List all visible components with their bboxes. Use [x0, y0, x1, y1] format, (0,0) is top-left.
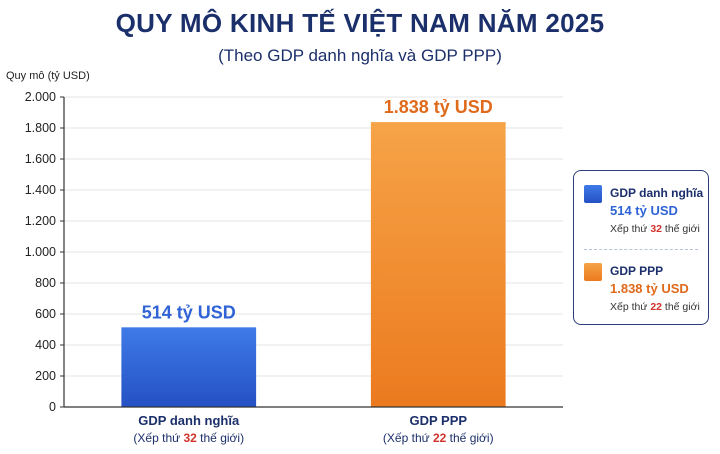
legend-rank: Xếp thứ 22 thế giới [610, 301, 700, 313]
legend-value: 514 tỷ USD [610, 203, 678, 218]
y-tick-label: 1.400 [25, 183, 56, 197]
y-tick-label: 200 [35, 369, 56, 383]
y-tick-label: 1.200 [25, 214, 56, 228]
bars [121, 122, 506, 408]
legend-rank: Xếp thứ 32 thế giới [610, 223, 700, 235]
legend-value: 1.838 tỷ USD [610, 281, 689, 296]
y-tick-label: 600 [35, 307, 56, 321]
legend-name: GDP PPP [610, 264, 664, 278]
y-tick-label: 1.000 [25, 245, 56, 259]
data-label: 514 tỷ USD [142, 302, 236, 322]
y-tick-label: 0 [49, 400, 56, 414]
legend-rank-number: 32 [650, 223, 662, 235]
legend-divider [584, 249, 698, 250]
legend-swatch-gdp-nominal [584, 185, 602, 203]
category-label: GDP danh nghĩa [138, 413, 240, 428]
legend: GDP danh nghĩa 514 tỷ USD Xếp thứ 32 thế… [573, 170, 709, 325]
y-tick-label: 2.000 [25, 90, 56, 104]
axes [63, 97, 563, 408]
legend-rank-number: 22 [650, 301, 662, 313]
chart-subtitle: (Theo GDP danh nghĩa và GDP PPP) [218, 46, 502, 65]
y-axis-label: Quy mô (tỷ USD) [6, 70, 90, 82]
chart-title: QUY MÔ KINH TẾ VIỆT NAM NĂM 2025 [115, 8, 605, 38]
data-label: 1.838 tỷ USD [384, 97, 493, 117]
category-sublabel: (Xếp thứ 22 thế giới) [383, 431, 494, 445]
category-label: GDP PPP [409, 413, 467, 428]
category-sublabel: (Xếp thứ 32 thế giới) [133, 431, 244, 445]
legend-name: GDP danh nghĩa [610, 186, 704, 200]
y-axis-ticks: 0 200 400 600 800 1.000 1.200 1.400 1.600 1.800 2.… [25, 90, 64, 414]
y-tick-label: 1.600 [25, 152, 56, 166]
bar-gdp-ppp [370, 122, 506, 408]
y-tick-label: 400 [35, 338, 56, 352]
category-labels: GDP danh nghĩa (Xếp thứ 32 thế giới) GDP P… [133, 413, 493, 445]
data-labels: 514 tỷ USD 1.838 tỷ USD [142, 97, 493, 322]
y-tick-label: 1.800 [25, 121, 56, 135]
legend-swatch-gdp-ppp [584, 263, 602, 281]
y-tick-label: 800 [35, 276, 56, 290]
bar-gdp-nominal [121, 327, 257, 407]
